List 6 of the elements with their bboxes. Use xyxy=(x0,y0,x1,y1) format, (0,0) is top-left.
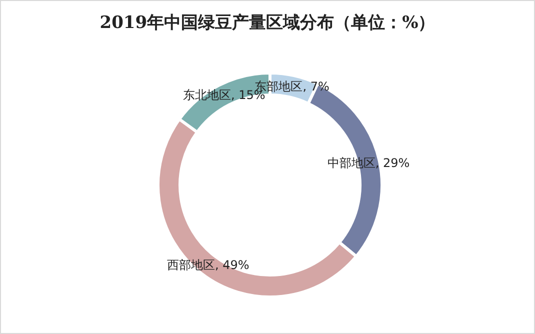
data-label: , 7% xyxy=(302,79,330,94)
chart-title: 2019年中国绿豆产量区域分布（单位：%） xyxy=(100,13,436,33)
data-label: , 29% xyxy=(375,156,410,170)
slice-label: 西部地区 xyxy=(166,258,215,272)
data-label: , 49% xyxy=(214,258,250,272)
slice-label: 东北地区 xyxy=(182,88,231,102)
